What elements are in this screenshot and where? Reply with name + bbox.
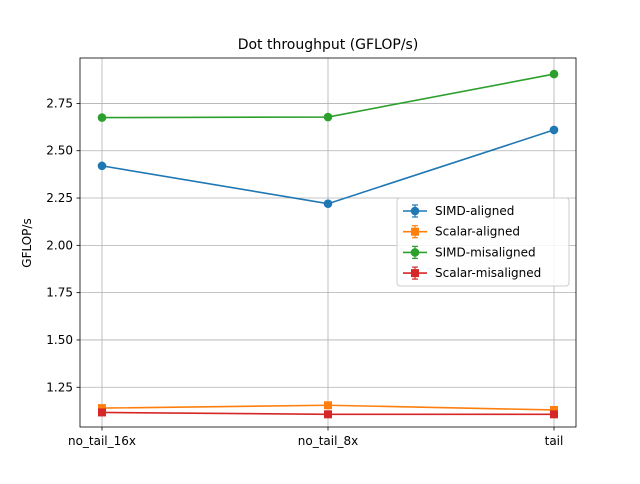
data-point (549, 69, 559, 79)
legend-label: SIMD-misaligned (435, 245, 536, 259)
series-layer (97, 69, 559, 419)
axes: 1.25 1.50 1.75 2.00 2.25 2.50 2.75 no_tail_16x n… (46, 57, 577, 448)
y-tick-label: 1.25 (46, 380, 73, 394)
legend-item: SIMD-misaligned (403, 245, 536, 259)
x-tick-label: no_tail_8x (298, 434, 358, 448)
legend: SIMD-aligned Scalar-aligned SIMD-misaligne… (396, 197, 570, 287)
series-simd-aligned (97, 125, 559, 209)
x-tick-label: no_tail_16x (68, 434, 136, 448)
data-point (549, 125, 559, 135)
legend-label: Scalar-aligned (435, 225, 520, 239)
data-point (97, 161, 107, 171)
data-point (98, 404, 106, 413)
series-scalar-misaligned (98, 408, 558, 419)
data-point (323, 199, 333, 209)
legend-marker (410, 248, 420, 257)
chart-title: Dot throughput (GFLOP/s) (238, 37, 419, 53)
y-tick-label: 2.50 (46, 144, 73, 158)
legend-item: SIMD-aligned (403, 204, 514, 218)
y-axis-label: GFLOP/s (20, 218, 34, 267)
data-point (550, 405, 558, 414)
data-point (323, 112, 333, 122)
legend-label: Scalar-misaligned (435, 266, 541, 280)
data-point (98, 408, 106, 417)
legend-label: SIMD-aligned (435, 204, 514, 218)
y-tick-label: 1.75 (46, 286, 73, 300)
legend-marker (411, 269, 419, 278)
data-point (324, 410, 332, 419)
legend-item: Scalar-aligned (403, 225, 520, 239)
data-point (97, 113, 107, 122)
y-tick-label: 1.50 (46, 333, 73, 347)
y-tick-label: 2.25 (46, 191, 73, 205)
series-simd-misaligned (97, 69, 559, 122)
legend-box (396, 197, 570, 287)
legend-item: Scalar-misaligned (403, 266, 541, 280)
data-point (550, 410, 558, 419)
legend-marker (410, 206, 420, 216)
legend-marker (411, 227, 419, 236)
data-point (324, 401, 332, 410)
y-tick-label: 2.75 (46, 96, 73, 110)
x-tick-label: tail (545, 434, 564, 448)
y-tick-label: 2.00 (46, 238, 73, 252)
series-scalar-aligned (98, 401, 558, 414)
